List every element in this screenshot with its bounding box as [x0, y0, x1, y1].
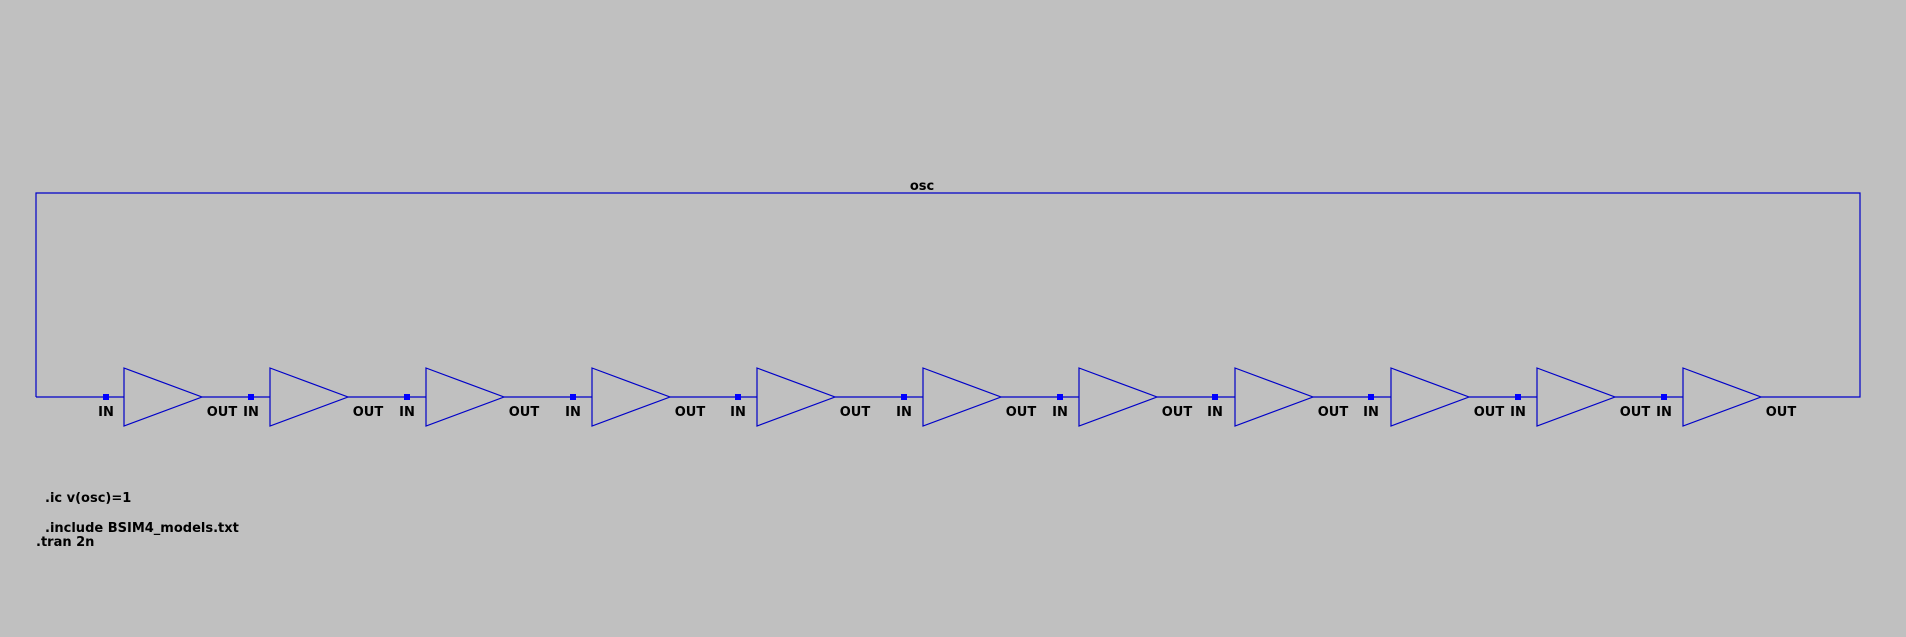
buffer-7[interactable] — [1078, 367, 1159, 427]
pin-label-in: IN — [98, 405, 114, 420]
buffer-9[interactable] — [1390, 367, 1471, 427]
pin-marker — [735, 394, 741, 400]
pin-label-out: OUT — [1766, 405, 1797, 420]
pin-marker — [1212, 394, 1218, 400]
pin-label-out: OUT — [840, 405, 871, 420]
pin-label-out: OUT — [353, 405, 384, 420]
pin-label-out: OUT — [1620, 405, 1651, 420]
pin-label-out: OUT — [675, 405, 706, 420]
pin-label-in: IN — [896, 405, 912, 420]
buffer-4[interactable] — [591, 367, 672, 427]
pin-marker — [1515, 394, 1521, 400]
pin-label-in: IN — [1207, 405, 1223, 420]
buffer-8[interactable] — [1234, 367, 1315, 427]
pin-label-out: OUT — [509, 405, 540, 420]
buffer-3[interactable] — [425, 367, 506, 427]
pin-label-in: IN — [565, 405, 581, 420]
pin-marker — [570, 394, 576, 400]
pin-labels: IN OUT IN OUT IN OUT IN OUT IN OUT IN OUT IN OUT IN OUT… — [98, 405, 1796, 420]
pin-label-in: IN — [1052, 405, 1068, 420]
pin-label-out: OUT — [1474, 405, 1505, 420]
buffer-6[interactable] — [922, 367, 1003, 427]
wires — [35, 192, 1861, 398]
pin-marker — [103, 394, 109, 400]
buffer-chain — [123, 367, 1763, 427]
directive-tran[interactable]: .tran 2n — [36, 535, 95, 550]
pin-marker — [1057, 394, 1063, 400]
pin-marker — [1368, 394, 1374, 400]
directive-include[interactable]: .include BSIM4_models.txt — [45, 521, 239, 536]
pin-label-in: IN — [730, 405, 746, 420]
pin-label-in: IN — [399, 405, 415, 420]
pin-markers — [103, 394, 1667, 400]
directive-ic[interactable]: .ic v(osc)=1 — [45, 491, 132, 506]
pin-marker — [1661, 394, 1667, 400]
pin-marker — [404, 394, 410, 400]
pin-label-out: OUT — [1162, 405, 1193, 420]
net-label-osc[interactable]: osc — [910, 179, 934, 194]
feedback-wire-osc[interactable] — [35, 192, 1861, 398]
pin-label-out: OUT — [1006, 405, 1037, 420]
buffer-5[interactable] — [756, 367, 837, 427]
pin-label-in: IN — [1656, 405, 1672, 420]
pin-label-in: IN — [1363, 405, 1379, 420]
buffer-2[interactable] — [269, 367, 350, 427]
buffer-10[interactable] — [1536, 367, 1617, 427]
buffer-1[interactable] — [123, 367, 204, 427]
pin-label-out: OUT — [207, 405, 238, 420]
pin-marker — [248, 394, 254, 400]
pin-label-in: IN — [1510, 405, 1526, 420]
buffer-11[interactable] — [1682, 367, 1763, 427]
pin-label-in: IN — [243, 405, 259, 420]
pin-label-out: OUT — [1318, 405, 1349, 420]
pin-marker — [901, 394, 907, 400]
